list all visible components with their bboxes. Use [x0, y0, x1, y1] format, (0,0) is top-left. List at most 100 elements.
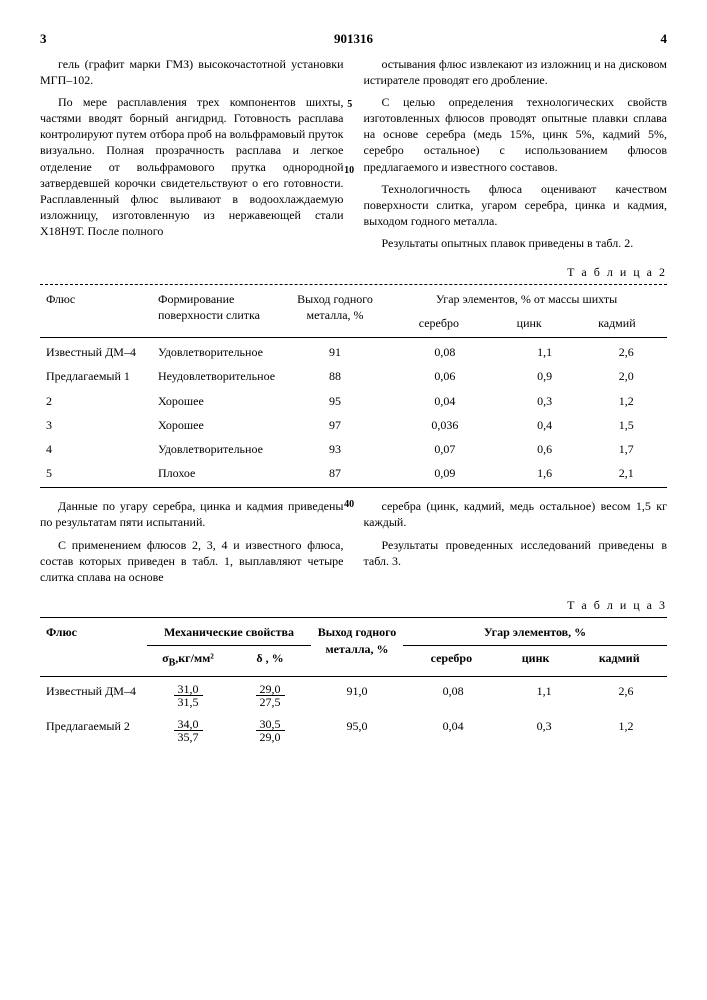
t2-flux: 3	[40, 413, 152, 437]
t2-flux: 4	[40, 437, 152, 461]
t3-yield: 95,0	[311, 714, 403, 749]
t2-cd: 1,5	[585, 413, 667, 437]
mid-left-column: Данные по угару серебра, цинка и кадмия …	[40, 498, 344, 591]
t3-cd: 2,6	[585, 679, 667, 714]
t3-h-yield: Выход годного металла, %	[311, 620, 403, 673]
t3-yield: 91,0	[311, 679, 403, 714]
t2-form: Неудовлетворительное	[152, 364, 284, 388]
mid-left-p1: Данные по угару серебра, цинка и кадмия …	[40, 498, 344, 530]
t2-h-zinc: цинк	[492, 311, 567, 335]
t2-cd: 2,6	[585, 340, 667, 364]
left-p1: гель (графит марки ГМЗ) высокочастотной …	[40, 56, 344, 88]
t2-form: Хорошее	[152, 413, 284, 437]
line-marker-40: 40	[344, 498, 354, 512]
doc-number: 901316	[134, 30, 573, 48]
t2-form: Удовлетворительное	[152, 340, 284, 364]
t2-zn: 0,9	[504, 364, 586, 388]
t3-ag: 0,04	[403, 714, 503, 749]
t3-h-silver: серебро	[403, 645, 500, 673]
table-row: Известный ДМ–4Удовлетворительное910,081,…	[40, 340, 667, 364]
t2-ag: 0,036	[386, 413, 504, 437]
right-p2: С целью определения технологических свой…	[364, 94, 668, 175]
t2-yield: 88	[284, 364, 386, 388]
t3-h-delta: δ , %	[229, 645, 311, 673]
table2-title: Т а б л и ц а 2	[40, 264, 667, 280]
page-num-left: 3	[40, 30, 134, 48]
table-row: 5Плохое870,091,62,1	[40, 461, 667, 485]
fraction: 31,031,5	[174, 683, 203, 708]
table-row: Предлагаемый 1Неудовлетворительное880,06…	[40, 364, 667, 388]
t2-flux: 2	[40, 389, 152, 413]
t2-ag: 0,04	[386, 389, 504, 413]
t2-zn: 0,3	[504, 389, 586, 413]
t3-zn: 1,1	[503, 679, 585, 714]
t2-yield: 95	[284, 389, 386, 413]
t2-form: Хорошее	[152, 389, 284, 413]
t2-cd: 1,7	[585, 437, 667, 461]
t2-flux: Известный ДМ–4	[40, 340, 152, 364]
mid-right-p1: серебра (цинк, кадмий, медь остальное) в…	[364, 498, 668, 530]
table3-head-rule	[40, 676, 667, 677]
t3-delta: 30,529,0	[229, 714, 311, 749]
table3-top-rule	[40, 617, 667, 618]
t3-h-flux: Флюс	[40, 620, 147, 673]
table-row: 3Хорошее970,0360,41,5	[40, 413, 667, 437]
table3: Флюс Механические свойства Выход годного…	[40, 620, 667, 673]
t3-delta: 29,027,5	[229, 679, 311, 714]
t3-h-ugar: Угар элементов, %	[403, 620, 667, 645]
t3-h-sigma: σВ,кг/мм²	[147, 645, 229, 673]
t2-zn: 1,1	[504, 340, 586, 364]
line-marker-5: 5	[347, 98, 352, 112]
right-p3: Технологичность флюса оценивают качество…	[364, 181, 668, 230]
right-p4: Результаты опытных плавок приведены в та…	[364, 235, 668, 251]
t2-flux: 5	[40, 461, 152, 485]
t2-yield: 91	[284, 340, 386, 364]
t3-h-cadmium: кадмий	[571, 645, 667, 673]
top-text-block: 5 10 гель (графит марки ГМЗ) высокочасто…	[40, 56, 667, 258]
t2-cd: 2,1	[585, 461, 667, 485]
t3-flux: Предлагаемый 2	[40, 714, 147, 749]
left-p2: По мере расплавления трех компонентов ши…	[40, 94, 344, 240]
table2: Флюс Формирование поверхности слитка Вых…	[40, 287, 667, 335]
t3-zn: 0,3	[503, 714, 585, 749]
t2-form: Удовлетворительное	[152, 437, 284, 461]
table-row: 2Хорошее950,040,31,2	[40, 389, 667, 413]
t3-flux: Известный ДМ–4	[40, 679, 147, 714]
t3-ag: 0,08	[403, 679, 503, 714]
table-row: Предлагаемый 2 34,035,7 30,529,0 95,00,040,…	[40, 714, 667, 749]
table2-bottom-rule	[40, 487, 667, 488]
t2-form: Плохое	[152, 461, 284, 485]
table2-body: Известный ДМ–4Удовлетворительное910,081,…	[40, 340, 667, 485]
t2-cd: 1,2	[585, 389, 667, 413]
line-marker-10: 10	[344, 164, 354, 178]
mid-right-p2: Результаты проведенных исследований прив…	[364, 537, 668, 569]
t2-zn: 0,4	[504, 413, 586, 437]
t2-zn: 0,6	[504, 437, 586, 461]
mid-left-p2: С применением флюсов 2, 3, 4 и известног…	[40, 537, 344, 586]
t2-yield: 97	[284, 413, 386, 437]
t2-ag: 0,07	[386, 437, 504, 461]
table3-title: Т а б л и ц а 3	[40, 597, 667, 613]
t2-h-flux: Флюс	[40, 287, 152, 335]
mid-text-block: 40 Данные по угару серебра, цинка и кадм…	[40, 498, 667, 591]
t2-ag: 0,08	[386, 340, 504, 364]
t3-cd: 1,2	[585, 714, 667, 749]
table-row: 4Удовлетворительное930,070,61,7	[40, 437, 667, 461]
table-row: Известный ДМ–4 31,031,5 29,027,591,00,081,…	[40, 679, 667, 714]
t2-h-yield: Выход годного металла, %	[284, 287, 386, 335]
page-header: 3 901316 4	[40, 30, 667, 48]
t2-ag: 0,06	[386, 364, 504, 388]
t2-yield: 87	[284, 461, 386, 485]
page-num-right: 4	[573, 30, 667, 48]
fraction: 30,529,0	[256, 718, 285, 743]
right-column: остывания флюс извлекают из изложниц и н…	[364, 56, 668, 258]
t2-yield: 93	[284, 437, 386, 461]
t3-sigma: 34,035,7	[147, 714, 229, 749]
mid-right-column: серебра (цинк, кадмий, медь остальное) в…	[364, 498, 668, 591]
t2-h-ugar: Угар элементов, % от массы шихты	[386, 287, 667, 311]
t2-ag: 0,09	[386, 461, 504, 485]
t2-cd: 2,0	[585, 364, 667, 388]
fraction: 34,035,7	[174, 718, 203, 743]
t3-sigma: 31,031,5	[147, 679, 229, 714]
table2-top-rule	[40, 284, 667, 285]
